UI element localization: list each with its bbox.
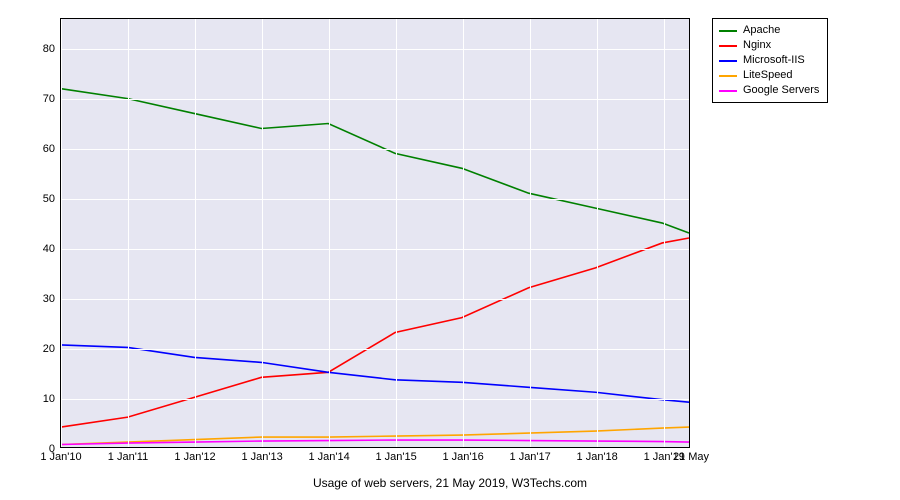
grid-line-horizontal (61, 99, 689, 100)
x-tick-label: 1 Jan'16 (443, 447, 484, 463)
legend-label: LiteSpeed (743, 68, 793, 83)
grid-line-horizontal (61, 49, 689, 50)
legend-label: Nginx (743, 38, 771, 53)
grid-line-vertical (597, 19, 598, 447)
grid-line-vertical (463, 19, 464, 447)
legend: ApacheNginxMicrosoft-IISLiteSpeedGoogle … (712, 18, 828, 103)
line-series-svg (61, 19, 689, 447)
chart-container: 010203040506070801 Jan'101 Jan'111 Jan'1… (0, 0, 900, 500)
grid-line-vertical (530, 19, 531, 447)
x-tick-label: 1 Jan'10 (40, 447, 81, 463)
y-tick-label: 30 (43, 293, 61, 305)
y-tick-label: 10 (43, 393, 61, 405)
grid-line-horizontal (61, 349, 689, 350)
x-tick-label: 21 May (673, 447, 709, 463)
legend-item: Apache (719, 23, 819, 38)
legend-item: LiteSpeed (719, 68, 819, 83)
y-tick-label: 20 (43, 343, 61, 355)
grid-line-horizontal (61, 199, 689, 200)
grid-line-horizontal (61, 399, 689, 400)
legend-item: Google Servers (719, 83, 819, 98)
grid-line-horizontal (61, 249, 689, 250)
x-tick-label: 1 Jan'13 (241, 447, 282, 463)
grid-line-vertical (262, 19, 263, 447)
grid-line-vertical (691, 19, 692, 447)
x-tick-label: 1 Jan'11 (108, 447, 148, 463)
y-tick-label: 60 (43, 143, 61, 155)
grid-line-horizontal (61, 299, 689, 300)
legend-item: Microsoft-IIS (719, 53, 819, 68)
legend-item: Nginx (719, 38, 819, 53)
grid-line-horizontal (61, 149, 689, 150)
legend-swatch (719, 75, 737, 77)
x-tick-label: 1 Jan'18 (577, 447, 618, 463)
legend-swatch (719, 90, 737, 92)
legend-label: Microsoft-IIS (743, 53, 805, 68)
grid-line-vertical (61, 19, 62, 447)
series-line (61, 89, 689, 233)
plot-area: 010203040506070801 Jan'101 Jan'111 Jan'1… (60, 18, 690, 448)
legend-swatch (719, 60, 737, 62)
y-tick-label: 50 (43, 193, 61, 205)
grid-line-vertical (195, 19, 196, 447)
y-tick-label: 80 (43, 43, 61, 55)
y-tick-label: 40 (43, 243, 61, 255)
grid-line-vertical (396, 19, 397, 447)
y-tick-label: 70 (43, 93, 61, 105)
x-tick-label: 1 Jan'15 (375, 447, 416, 463)
grid-line-vertical (329, 19, 330, 447)
legend-swatch (719, 30, 737, 32)
x-tick-label: 1 Jan'12 (174, 447, 215, 463)
grid-line-vertical (128, 19, 129, 447)
legend-label: Apache (743, 23, 780, 38)
grid-line-vertical (664, 19, 665, 447)
series-line (61, 345, 689, 402)
legend-swatch (719, 45, 737, 47)
x-tick-label: 1 Jan'14 (308, 447, 349, 463)
x-tick-label: 1 Jan'17 (510, 447, 551, 463)
legend-label: Google Servers (743, 83, 819, 98)
chart-caption: Usage of web servers, 21 May 2019, W3Tec… (0, 476, 900, 490)
